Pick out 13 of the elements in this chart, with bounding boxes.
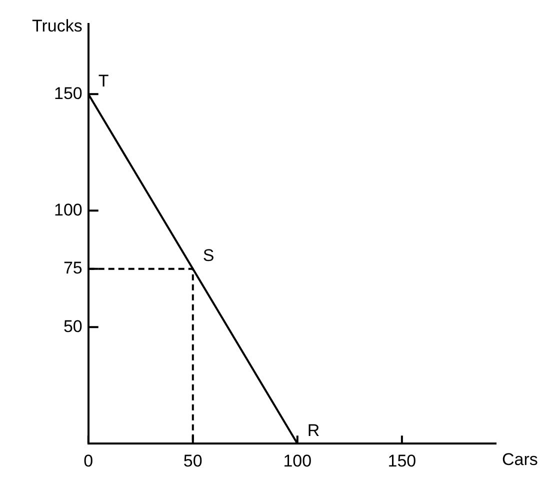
x-tick-label: 50	[183, 451, 202, 470]
x-tick-label: 100	[283, 451, 312, 470]
x-tick-label: 0	[84, 451, 94, 470]
y-axis-title: Trucks	[32, 16, 82, 36]
y-tick-label: 50	[63, 316, 82, 336]
y-tick-label: 100	[54, 200, 82, 220]
annotation: R	[307, 420, 320, 440]
annotation: T	[98, 71, 109, 90]
x-axis-title: Cars	[502, 450, 538, 469]
y-tick-label: 75	[63, 258, 82, 278]
annotation: S	[202, 246, 214, 266]
x-tick-label: 150	[388, 451, 416, 470]
y-tick-label: 150	[54, 84, 82, 103]
